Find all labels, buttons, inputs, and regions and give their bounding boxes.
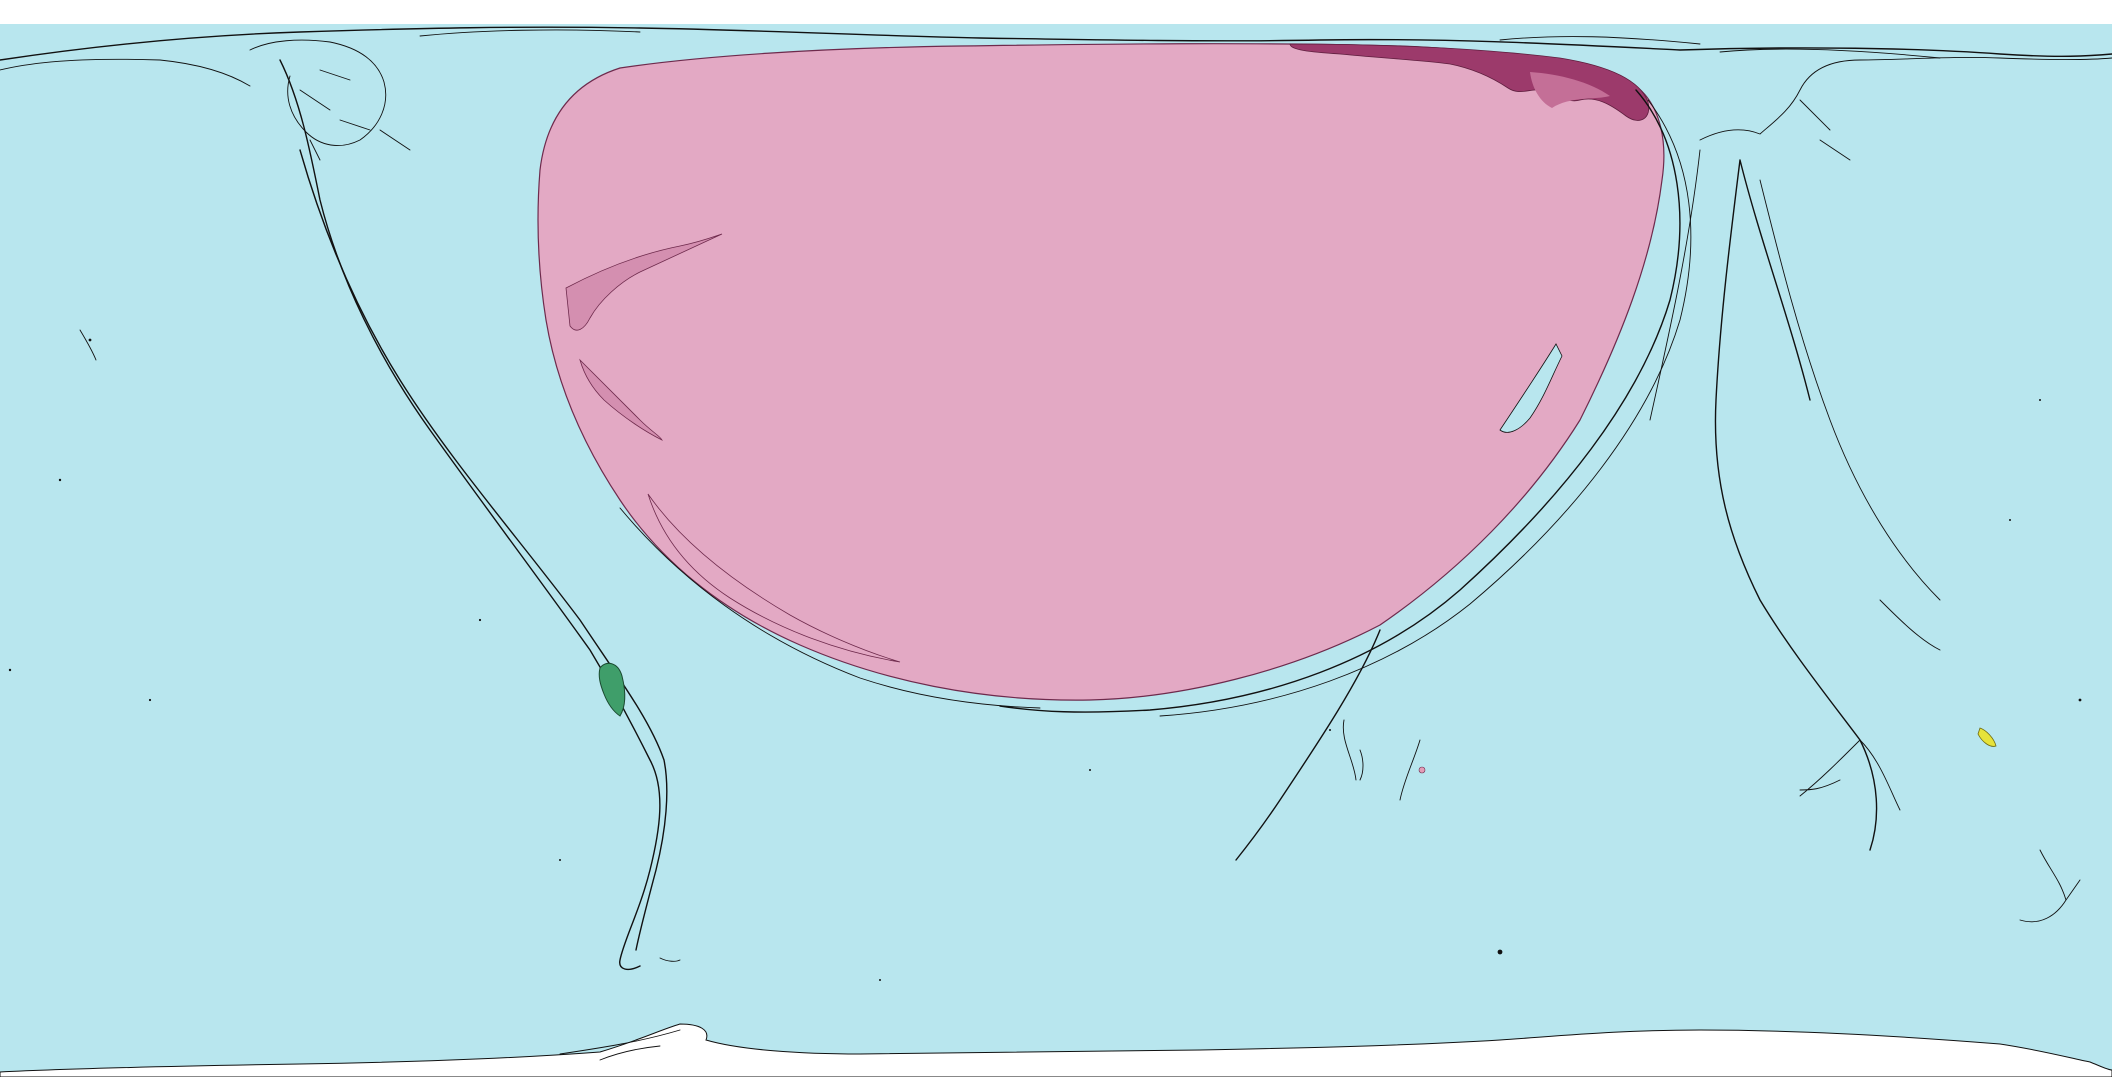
east-asia-thread [1714,159,1878,851]
yellow-region[interactable] [1977,727,1997,747]
pink-spur-lower [579,358,663,441]
arctic-islands-line [419,29,1941,59]
small-pink-dot [1418,766,1426,774]
dominant-pink-region[interactable] [537,43,1665,701]
north-america-cluster [249,39,411,161]
americas-coastline-east [299,149,668,951]
dome-inlet [1499,343,1563,433]
arctic-coastline [0,26,2112,61]
dark-magenta-fringe[interactable] [1289,43,1650,121]
pink-spur-upper [565,233,723,331]
dome-outer-lines-left [619,507,1041,709]
east-asia-thread-2 [1649,149,1941,601]
middle-thread-branches [1342,719,1421,801]
southeast-asia-branches [1799,599,1941,811]
island-specks [8,329,2082,981]
top-margin [0,0,2112,24]
greenland-outline [0,58,251,87]
americas-coastline-west [279,59,661,971]
dome-outer-lines-right [999,89,1681,713]
east-asia-cluster [1699,57,2112,161]
middle-thread [1235,629,1381,861]
antarctica-ice[interactable] [0,1023,2112,1077]
magenta-fringe-shadow [1530,72,1610,108]
pink-sliver-south [647,493,901,663]
green-region[interactable] [598,662,626,717]
antarctica-shelf [559,1029,681,1061]
australia-thread [2019,849,2081,923]
